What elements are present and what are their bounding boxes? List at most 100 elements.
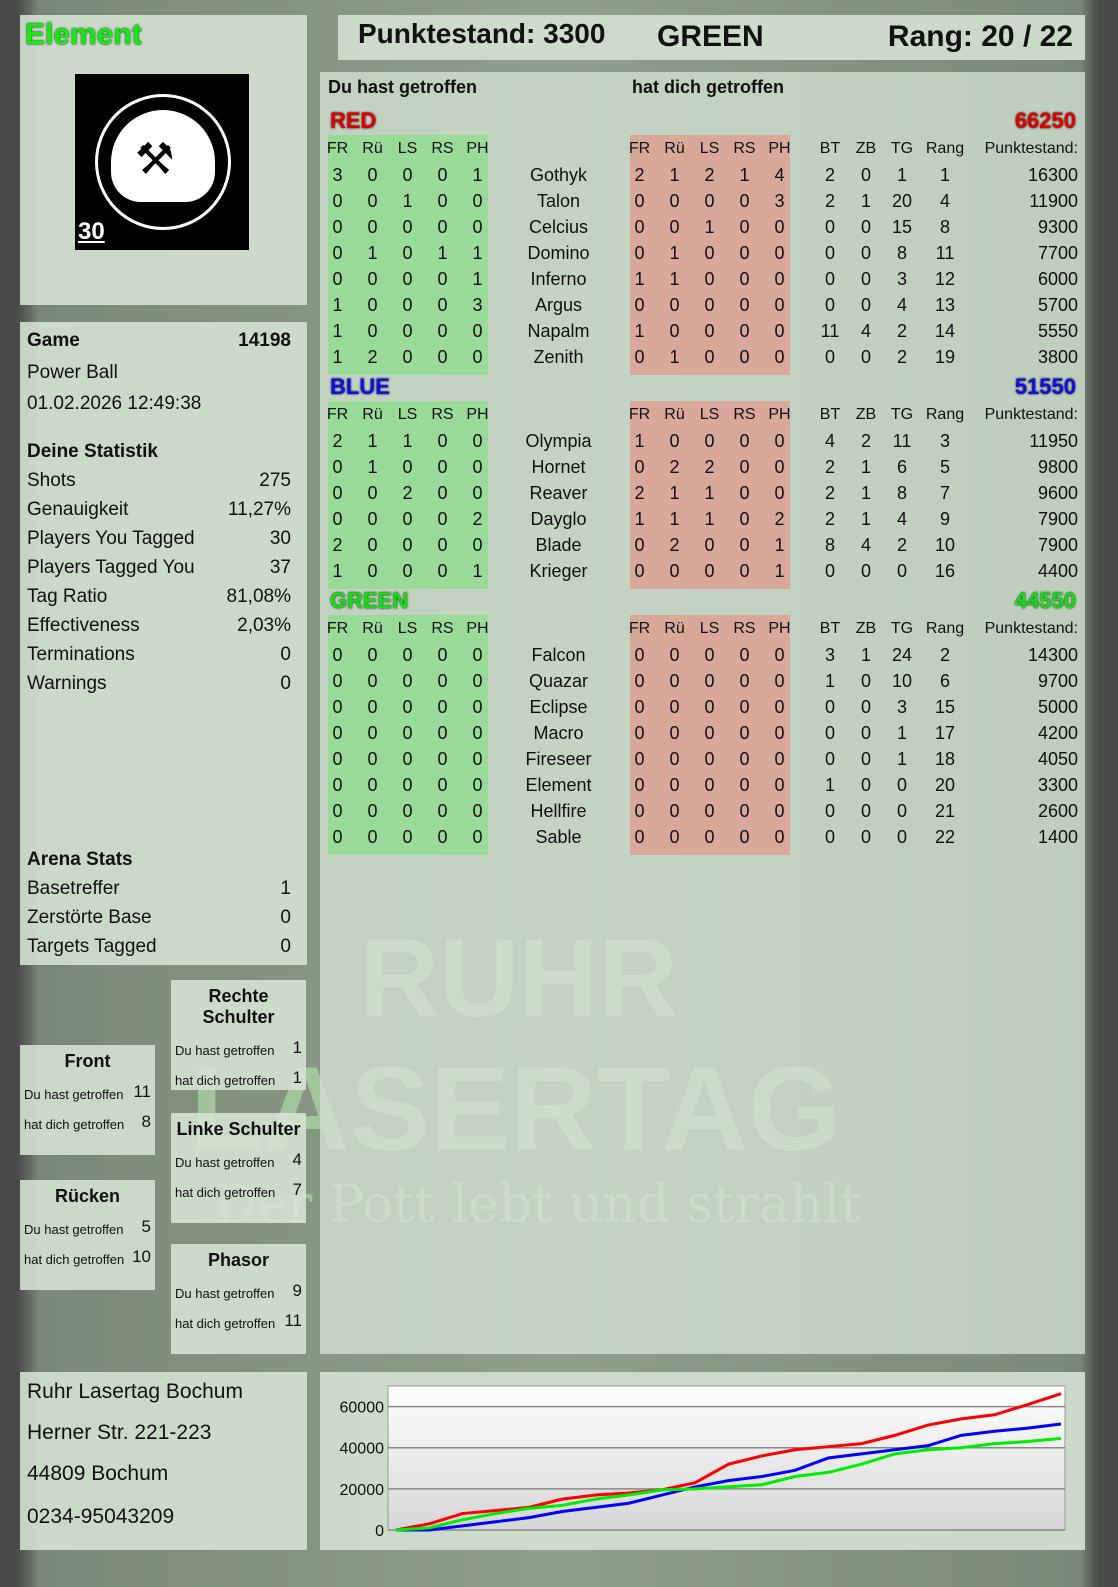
you-hit-cell: 1 <box>472 268 483 289</box>
team-total-score: 66250 <box>1014 108 1076 133</box>
stats-row: Effectiveness 2,03% <box>27 611 291 640</box>
stat-cell: 0 <box>896 774 907 795</box>
zone-phasor: Phasor Du hast getroffen 9 hat dich getroff… <box>171 1244 306 1354</box>
team-total-score: 51550 <box>1014 374 1076 399</box>
stat-cell: 6 <box>939 670 950 691</box>
you-hit-cell: 2 <box>332 534 343 555</box>
stat-cell: 9600 <box>1037 482 1078 503</box>
column-header-row: FR Rü LS RS PH FR Rü LS RS PH BT ZB TG Rang Punktestan… <box>320 136 1078 162</box>
stat-cell: 9700 <box>1037 670 1078 691</box>
hit-you-cell: 0 <box>669 722 680 743</box>
you-hit-cell: 0 <box>332 644 343 665</box>
hit-you-cell: 2 <box>704 456 715 477</box>
col-header: FR <box>628 620 651 637</box>
you-hit-cell: 1 <box>367 242 378 263</box>
hit-you-cell: 0 <box>634 456 645 477</box>
you-hit-cell: 0 <box>402 216 413 237</box>
zone-front: Front Du hast getroffen 11 hat dich getroff… <box>20 1045 155 1155</box>
hit-you-cell: 1 <box>669 482 680 503</box>
you-hit-cell: 0 <box>437 430 448 451</box>
player-row: 0 0 0 0 0 Element 0 0 0 0 0 1 0 0 20 3300 <box>320 772 1078 798</box>
col-header: Rü <box>664 620 685 637</box>
you-hit-cell: 1 <box>332 320 343 341</box>
col-header: Rü <box>664 406 685 423</box>
stat-cell: 0 <box>860 696 871 717</box>
arena-label: Targets Tagged <box>27 935 157 957</box>
player-name: Macro <box>533 722 584 743</box>
col-header: RS <box>733 406 756 423</box>
stat-cell: 4 <box>896 294 907 315</box>
stat-cell: 0 <box>860 774 871 795</box>
you-hit-cell: 0 <box>332 268 343 289</box>
stat-cell: 0 <box>824 346 835 367</box>
player-row: 0 0 0 0 0 Sable 0 0 0 0 0 0 0 0 22 1400 <box>320 824 1078 850</box>
player-name: Napalm <box>527 320 590 341</box>
hit-you-cell: 1 <box>739 164 750 185</box>
stats-label: Genauigkeit <box>27 498 129 520</box>
you-hit-cell: 0 <box>472 216 483 237</box>
stats-label: Effectiveness <box>27 614 140 636</box>
player-row: 0 0 0 0 0 Fireseer 0 0 0 0 0 0 0 1 18 4050 <box>320 746 1078 772</box>
you-hit-cell: 0 <box>472 644 483 665</box>
stats-label: Players Tagged You <box>27 556 195 578</box>
player-row: 0 0 0 0 1 Inferno 1 1 0 0 0 0 0 3 12 6000 <box>320 266 1078 292</box>
hit-you-cell: 1 <box>704 216 715 237</box>
stat-cell: 1 <box>896 722 907 743</box>
you-hit-cell: 0 <box>437 774 448 795</box>
hit-you-cell: 0 <box>739 534 750 555</box>
zone-row-label: Du hast getroffen <box>24 1087 124 1102</box>
zone-row-label: Du hast getroffen <box>175 1043 275 1058</box>
you-hit-cell: 0 <box>332 508 343 529</box>
you-hit-cell: 0 <box>472 430 483 451</box>
zone-row: Du hast getroffen 11 <box>24 1082 151 1102</box>
you-hit-cell: 0 <box>402 560 413 581</box>
player-score: Punktestand: 3300 <box>358 18 606 49</box>
you-hit-cell: 1 <box>472 560 483 581</box>
stat-cell: 0 <box>896 826 907 847</box>
zone-row-label: Du hast getroffen <box>175 1286 275 1301</box>
hit-you-cell: 0 <box>774 774 785 795</box>
stat-cell: 1 <box>860 644 871 665</box>
you-hit-cell: 0 <box>332 670 343 691</box>
zone-row: hat dich getroffen 7 <box>175 1180 302 1200</box>
you-hit-cell: 2 <box>332 430 343 451</box>
hit-you-cell: 0 <box>704 722 715 743</box>
player-row: 0 0 0 0 0 Falcon 0 0 0 0 0 3 1 24 2 14300 <box>320 642 1078 668</box>
hit-you-cell: 0 <box>634 670 645 691</box>
you-hit-cell: 0 <box>472 774 483 795</box>
col-header: LS <box>397 406 418 423</box>
player-name: Hornet <box>531 456 586 477</box>
stat-cell: 11 <box>820 320 840 341</box>
stat-cell: 7900 <box>1037 534 1078 555</box>
stat-cell: 0 <box>896 560 907 581</box>
stat-cell: 14 <box>934 320 956 341</box>
stat-cell: 16300 <box>1027 164 1078 185</box>
you-hit-cell: 0 <box>367 216 378 237</box>
stat-cell: 11950 <box>1029 430 1078 451</box>
hit-you-bg <box>630 401 790 589</box>
stat-cell: 10 <box>891 670 913 691</box>
hit-you-cell: 0 <box>634 800 645 821</box>
you-hit-cell: 1 <box>367 430 378 451</box>
stats-row: Players You Tagged 30 <box>27 524 291 553</box>
hit-you-cell: 0 <box>669 826 680 847</box>
game-datetime: 01.02.2026 12:49:38 <box>27 393 202 414</box>
series-line <box>395 1436 1062 1532</box>
zone-row-value: 10 <box>132 1247 151 1266</box>
you-hit-cell: 0 <box>437 482 448 503</box>
stat-cell: 4400 <box>1037 560 1078 581</box>
col-header: TG <box>890 140 914 157</box>
you-hit-cell: 0 <box>367 670 378 691</box>
zone-row-value: 9 <box>292 1281 302 1300</box>
stat-cell: 3300 <box>1037 774 1078 795</box>
you-hit-cell: 0 <box>437 508 448 529</box>
you-hit-cell: 0 <box>437 644 448 665</box>
stat-cell: 16 <box>934 560 956 581</box>
zone-row-label: hat dich getroffen <box>175 1316 276 1331</box>
you-hit-cell: 0 <box>402 644 413 665</box>
hit-you-cell: 0 <box>739 696 750 717</box>
zone-title: Linke Schulter <box>176 1119 301 1139</box>
you-hit-cell: 2 <box>367 346 378 367</box>
hit-you-cell: 0 <box>634 534 645 555</box>
you-hit-cell: 0 <box>367 696 378 717</box>
